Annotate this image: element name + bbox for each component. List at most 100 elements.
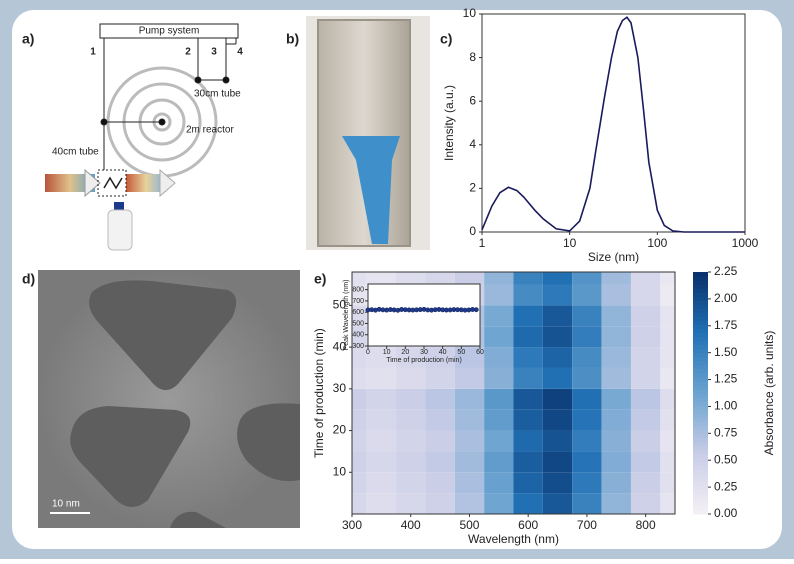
heat-cell: [660, 305, 675, 327]
heat-cell: [425, 388, 455, 410]
colorbar-band: [693, 356, 708, 362]
heat-cell: [542, 451, 573, 473]
y-tick-label: 6: [469, 93, 476, 107]
colorbar-band: [693, 473, 708, 479]
heat-cell: [513, 430, 543, 452]
heat-cell: [454, 409, 485, 431]
heat-cell: [542, 272, 573, 285]
heat-cell: [484, 305, 514, 327]
heat-cell: [352, 472, 367, 494]
colorbar-band: [693, 449, 708, 454]
colorbar-band: [693, 437, 708, 442]
colorbar-band: [693, 485, 708, 491]
heat-cell: [396, 388, 426, 410]
colorbar-band: [693, 384, 708, 390]
port-label: 4: [237, 47, 243, 58]
heat-cell: [542, 409, 573, 431]
x-tick-label: 100: [647, 236, 667, 250]
colorbar-band: [693, 376, 708, 382]
heat-cell: [366, 472, 397, 494]
heat-cell: [484, 347, 514, 368]
heat-cell: [601, 472, 631, 494]
heat-cell: [601, 284, 631, 306]
colorbar-band: [693, 453, 708, 459]
colorbar-tick-label: 0.25: [714, 479, 738, 493]
heat-cell: [660, 430, 675, 452]
heat-cell: [396, 347, 426, 368]
heat-cell: [572, 326, 602, 348]
heat-cell: [542, 305, 573, 327]
heat-cell: [484, 451, 514, 473]
heat-cell: [660, 272, 675, 285]
colorbar-band: [693, 288, 708, 293]
heat-cell: [484, 326, 514, 348]
heat-cell: [660, 388, 675, 410]
y-tick-label: 20: [333, 423, 347, 437]
x-axis-label: Wavelength (nm): [468, 532, 559, 546]
heat-cell: [542, 430, 573, 452]
x-tick-label: 40: [439, 349, 447, 356]
y-tick-label: 4: [469, 137, 476, 151]
x-tick-label: 50: [457, 349, 465, 356]
colorbar-band: [693, 372, 708, 378]
heat-cell: [352, 451, 367, 473]
heat-cell: [572, 367, 602, 389]
panel-label: a): [22, 31, 34, 47]
y-axis-label: Time of production (min): [312, 328, 326, 458]
y-tick-label: 400: [352, 332, 364, 339]
colorbar-band: [693, 405, 708, 410]
scale-bar-label: 10 nm: [52, 499, 80, 510]
heat-cell: [352, 284, 367, 306]
y-axis-label: Peak Wavelength (nm): [343, 280, 350, 351]
heat-cell: [630, 409, 661, 431]
heat-cell: [572, 493, 602, 514]
heat-cell: [352, 367, 367, 389]
colorbar-band: [693, 409, 708, 414]
colorbar-band: [693, 296, 708, 301]
colorbar-band: [693, 401, 708, 406]
colorbar-band: [693, 364, 708, 370]
colorbar-tick-label: 2.25: [714, 264, 738, 278]
y-axis-label: Intensity (a.u.): [442, 85, 456, 161]
colorbar-band: [693, 328, 708, 333]
heat-cell: [352, 409, 367, 431]
colorbar-band: [693, 280, 708, 285]
cuvette-photo: [306, 16, 430, 250]
colorbar-band: [693, 469, 708, 475]
heat-cell: [572, 272, 602, 285]
heat-cell: [630, 347, 661, 368]
colorbar-band: [693, 300, 708, 305]
x-tick-label: 10: [563, 236, 577, 250]
heat-cell: [454, 430, 485, 452]
heat-cell: [396, 367, 426, 389]
colorbar-tick-label: 0.00: [714, 506, 738, 520]
colorbar-band: [693, 505, 708, 511]
heat-cell: [513, 284, 543, 306]
heat-cell: [601, 326, 631, 348]
y-tick-label: 800: [352, 286, 364, 293]
heat-cell: [513, 451, 543, 473]
heat-cell: [513, 347, 543, 368]
heat-cell: [366, 493, 397, 514]
colorbar-label: Absorbance (arb. units): [762, 331, 776, 456]
heat-cell: [396, 472, 426, 494]
heat-cell: [572, 472, 602, 494]
heat-cell: [454, 472, 485, 494]
heat-cell: [366, 409, 397, 431]
y-tick-label: 600: [352, 309, 364, 316]
y-tick-label: 50: [333, 298, 347, 312]
heat-cell: [660, 284, 675, 306]
heat-cell: [484, 284, 514, 306]
heat-cell: [513, 305, 543, 327]
heat-cell: [630, 284, 661, 306]
heat-cell: [601, 272, 631, 285]
plot-area: [351, 271, 676, 515]
heat-cell: [601, 305, 631, 327]
x-tick-label: 1: [479, 236, 486, 250]
colorbar-band: [693, 425, 708, 430]
x-tick-label: 0: [366, 349, 370, 356]
heat-cell: [630, 326, 661, 348]
heat-cell: [425, 430, 455, 452]
heat-cell: [630, 493, 661, 514]
heat-cell: [366, 451, 397, 473]
